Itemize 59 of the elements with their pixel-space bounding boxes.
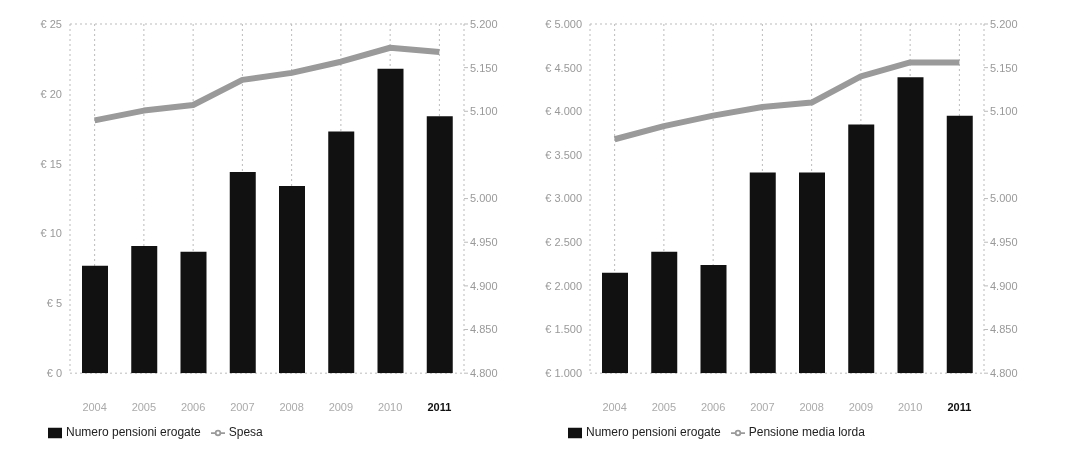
- legend-label: Pensione media lorda: [748, 425, 865, 440]
- bar: [131, 246, 158, 374]
- y-tick-label: € 0: [46, 367, 62, 380]
- y2-tick-label: 5.200: [470, 17, 498, 30]
- x-tick-label: 2010: [377, 401, 403, 414]
- y-tick-label: € 10: [40, 227, 62, 240]
- y2-tick-label: 4.950: [990, 236, 1018, 249]
- x-tick-label: 2008: [279, 401, 304, 414]
- bar: [426, 116, 453, 374]
- bar: [180, 251, 207, 374]
- x-tick-label: 2005: [651, 401, 677, 414]
- y2-tick-label: 5.100: [990, 105, 1018, 118]
- x-tick-label: 2009: [848, 401, 874, 414]
- y2-tick-label: 5.100: [470, 105, 498, 118]
- y2-tick-label: 5.150: [990, 61, 1018, 74]
- bar: [377, 68, 404, 374]
- y-tick-label: € 15: [40, 157, 62, 170]
- y-tick-label: € 4.500: [545, 61, 582, 74]
- y-tick-label: € 2.500: [545, 236, 582, 249]
- y-tick-label: € 1.000: [545, 367, 582, 380]
- y2-tick-label: 4.900: [990, 279, 1018, 292]
- x-tick-label: 2004: [602, 401, 627, 414]
- bar: [328, 131, 355, 374]
- x-tick-label: 2005: [131, 401, 157, 414]
- x-tick-label: 2004: [82, 401, 107, 414]
- y-tick-label: € 1.500: [545, 323, 582, 336]
- x-tick-label: 2006: [180, 401, 206, 414]
- x-tick-label: 2009: [328, 401, 354, 414]
- y-tick-label: € 5: [46, 297, 62, 310]
- y2-tick-label: 4.950: [470, 236, 498, 249]
- legend-label: Numero pensioni erogate: [66, 425, 201, 440]
- bar: [229, 172, 256, 374]
- y2-tick-label: 5.200: [990, 17, 1018, 30]
- y-tick-label: € 3.500: [545, 148, 582, 161]
- legend-label: Spesa: [228, 425, 263, 440]
- y2-tick-label: 5.000: [990, 192, 1018, 205]
- y2-tick-label: 4.800: [470, 367, 498, 380]
- y-tick-label: € 5.000: [545, 17, 582, 30]
- y-tick-label: € 2.000: [545, 279, 582, 292]
- x-tick-label: 2008: [799, 401, 824, 414]
- y-tick-label: € 25: [40, 17, 62, 30]
- x-tick-label: 2007: [750, 401, 775, 414]
- legend-label: Numero pensioni erogate: [586, 425, 721, 440]
- x-tick-label: 2010: [897, 401, 923, 414]
- y-tick-label: € 3.000: [545, 192, 582, 205]
- y-tick-label: € 4.000: [545, 105, 582, 118]
- x-tick-label: 2007: [230, 401, 255, 414]
- y2-tick-label: 5.000: [470, 192, 498, 205]
- x-tick-label: 2006: [700, 401, 726, 414]
- x-tick-label: 2011: [427, 401, 452, 414]
- y2-tick-label: 4.850: [470, 323, 498, 336]
- bar: [82, 265, 108, 374]
- y2-tick-label: 5.150: [470, 61, 498, 74]
- y2-tick-label: 4.800: [990, 367, 1018, 380]
- bar: [279, 186, 305, 374]
- y-tick-label: € 20: [40, 87, 62, 100]
- y2-tick-label: 4.900: [470, 279, 498, 292]
- y2-tick-label: 4.850: [990, 323, 1018, 336]
- x-tick-label: 2011: [947, 401, 972, 414]
